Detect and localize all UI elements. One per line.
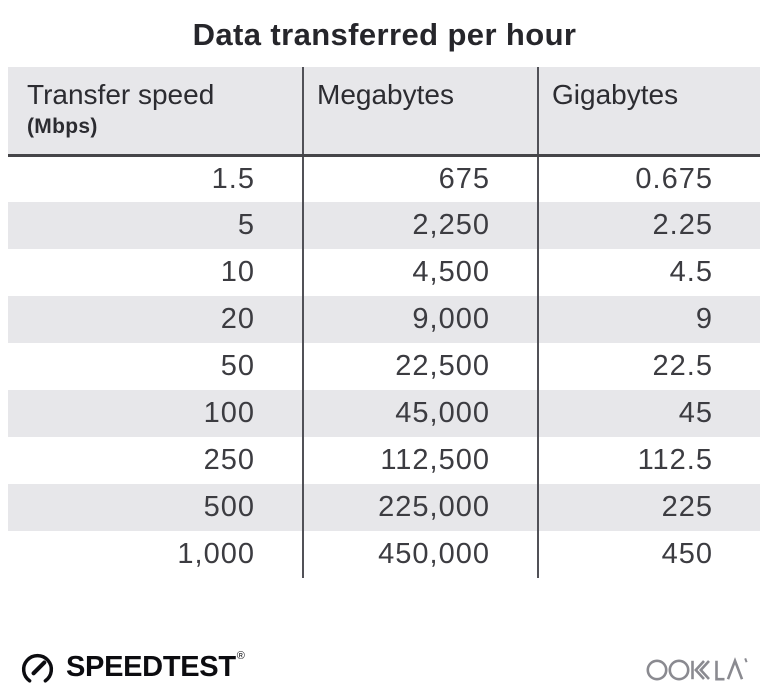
table-row: 250 112,500 112.5 — [8, 437, 760, 485]
registered-trademark-icon: ® — [236, 650, 245, 662]
header-row: Transfer speed (Mbps) Megabytes Gigabyte… — [8, 67, 760, 157]
cell-megabytes: 2,250 — [302, 202, 538, 250]
cell-transfer-speed: 10 — [8, 249, 303, 297]
column-header-label: Transfer speed — [27, 79, 215, 111]
cell-gigabytes: 9 — [537, 296, 760, 344]
cell-gigabytes: 112.5 — [537, 437, 760, 485]
cell-gigabytes: 0.675 — [537, 155, 760, 203]
cell-megabytes: 9,000 — [302, 296, 538, 344]
column-header-label: Gigabytes — [552, 79, 679, 111]
cell-transfer-speed: 500 — [8, 484, 303, 532]
ookla-logo — [646, 652, 750, 684]
cell-gigabytes: 4.5 — [537, 249, 760, 297]
table-row: 50 22,500 22.5 — [8, 343, 760, 391]
cell-megabytes: 45,000 — [302, 390, 538, 438]
table-row: 1.5 675 0.675 — [8, 155, 760, 203]
column-header-gigabytes: Gigabytes — [537, 67, 760, 157]
cell-gigabytes: 450 — [537, 531, 760, 579]
column-header-sublabel: (Mbps) — [27, 115, 98, 139]
table-row: 10 4,500 4.5 — [8, 249, 760, 297]
column-header-label: Megabytes — [317, 79, 454, 111]
speedtest-gauge-icon — [21, 653, 54, 683]
cell-transfer-speed: 100 — [8, 390, 303, 438]
table-row: 100 45,000 45 — [8, 390, 760, 438]
cell-transfer-speed: 1.5 — [8, 155, 303, 203]
cell-megabytes: 112,500 — [302, 437, 538, 485]
cell-megabytes: 22,500 — [302, 343, 538, 391]
cell-transfer-speed: 1,000 — [8, 531, 303, 579]
table-row: 5 2,250 2.25 — [8, 202, 760, 250]
cell-transfer-speed: 20 — [8, 296, 303, 344]
table-row: 20 9,000 9 — [8, 296, 760, 344]
cell-megabytes: 450,000 — [302, 531, 538, 579]
chart-title: Data transferred per hour — [192, 17, 577, 52]
speedtest-logo: SPEEDTEST ® — [17, 647, 245, 688]
cell-megabytes: 4,500 — [302, 249, 538, 297]
cell-gigabytes: 225 — [537, 484, 760, 532]
speedtest-wordmark: SPEEDTEST — [66, 651, 236, 683]
table-row: 1,000 450,000 450 — [8, 531, 760, 579]
column-header-megabytes: Megabytes — [302, 67, 538, 157]
cell-gigabytes: 45 — [537, 390, 760, 438]
data-table: Transfer speed (Mbps) Megabytes Gigabyte… — [8, 67, 760, 579]
cell-megabytes: 675 — [302, 155, 538, 203]
cell-transfer-speed: 250 — [8, 437, 303, 485]
cell-transfer-speed: 50 — [8, 343, 303, 391]
cell-transfer-speed: 5 — [8, 202, 303, 250]
column-header-transfer-speed: Transfer speed (Mbps) — [8, 67, 303, 157]
cell-megabytes: 225,000 — [302, 484, 538, 532]
ookla-wordmark-icon — [646, 656, 748, 680]
table-row: 500 225,000 225 — [8, 484, 760, 532]
cell-gigabytes: 22.5 — [537, 343, 760, 391]
cell-gigabytes: 2.25 — [537, 202, 760, 250]
footer: SPEEDTEST ® — [0, 647, 769, 688]
